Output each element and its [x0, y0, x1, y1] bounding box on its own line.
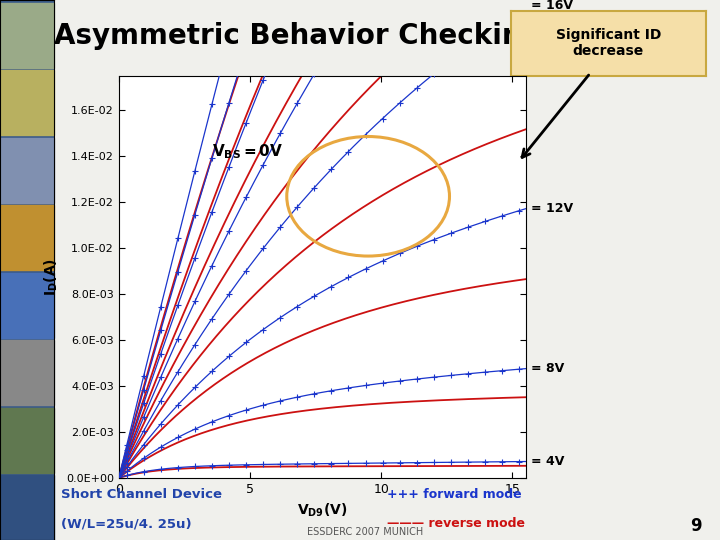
Text: +++ forward mode: +++ forward mode	[387, 488, 521, 501]
Text: (W/L=25u/4. 25u): (W/L=25u/4. 25u)	[60, 517, 192, 530]
Bar	[0, 475, 54, 540]
Text: = 12V: = 12V	[531, 202, 574, 215]
Bar	[0, 3, 54, 68]
Text: ——— reverse mode: ——— reverse mode	[387, 517, 525, 530]
Y-axis label: $\mathbf{I_{D}(A)}$: $\mathbf{I_{D}(A)}$	[43, 258, 60, 296]
Text: = 16V: = 16V	[531, 0, 573, 12]
Text: $\mathbf{V_{BS}=0V}$: $\mathbf{V_{BS}=0V}$	[212, 142, 284, 161]
Text: = 8V: = 8V	[531, 362, 564, 375]
Text: Significant ID
decrease: Significant ID decrease	[556, 28, 661, 58]
Text: ESSDERC 2007 MUNICH: ESSDERC 2007 MUNICH	[307, 527, 423, 537]
Text: 9: 9	[690, 517, 702, 535]
X-axis label: $\mathbf{V_{D9}(V)}$: $\mathbf{V_{D9}(V)}$	[297, 501, 347, 519]
Text: Short Channel Device: Short Channel Device	[60, 488, 222, 501]
Bar	[0, 408, 54, 472]
Bar	[0, 205, 54, 270]
Bar	[0, 70, 54, 135]
Bar	[0, 138, 54, 202]
Text: = 4V: = 4V	[531, 455, 564, 468]
Bar	[0, 273, 54, 338]
Bar	[0, 340, 54, 405]
Text: Asymmetric Behavior Checking: Asymmetric Behavior Checking	[54, 23, 541, 50]
